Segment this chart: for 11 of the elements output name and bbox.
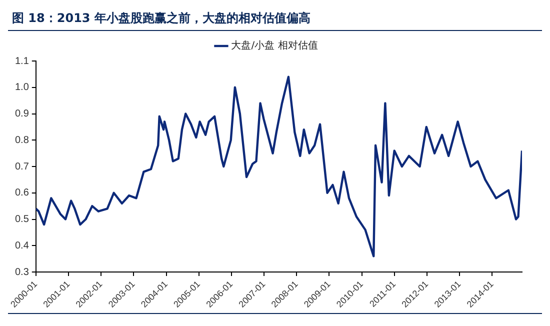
y-tick-label: 0.9: [14, 108, 30, 120]
y-tick-label: 0.6: [14, 188, 30, 199]
y-tick-label: 0.3: [14, 266, 30, 278]
y-tick-label: 1.1: [14, 56, 30, 67]
y-tick-label: 0.5: [14, 214, 30, 226]
y-tick-label: 0.7: [14, 161, 30, 172]
chart-title: 图 18：2013 年小盘股跑赢之前，大盘的相对估值偏高: [8, 8, 542, 31]
legend-label: 大盘/小盘 相对估值: [231, 40, 318, 52]
y-tick-label: 0.4: [14, 240, 30, 252]
y-tick-label: 0.8: [14, 134, 30, 146]
y-tick-label: 1.0: [14, 82, 30, 94]
